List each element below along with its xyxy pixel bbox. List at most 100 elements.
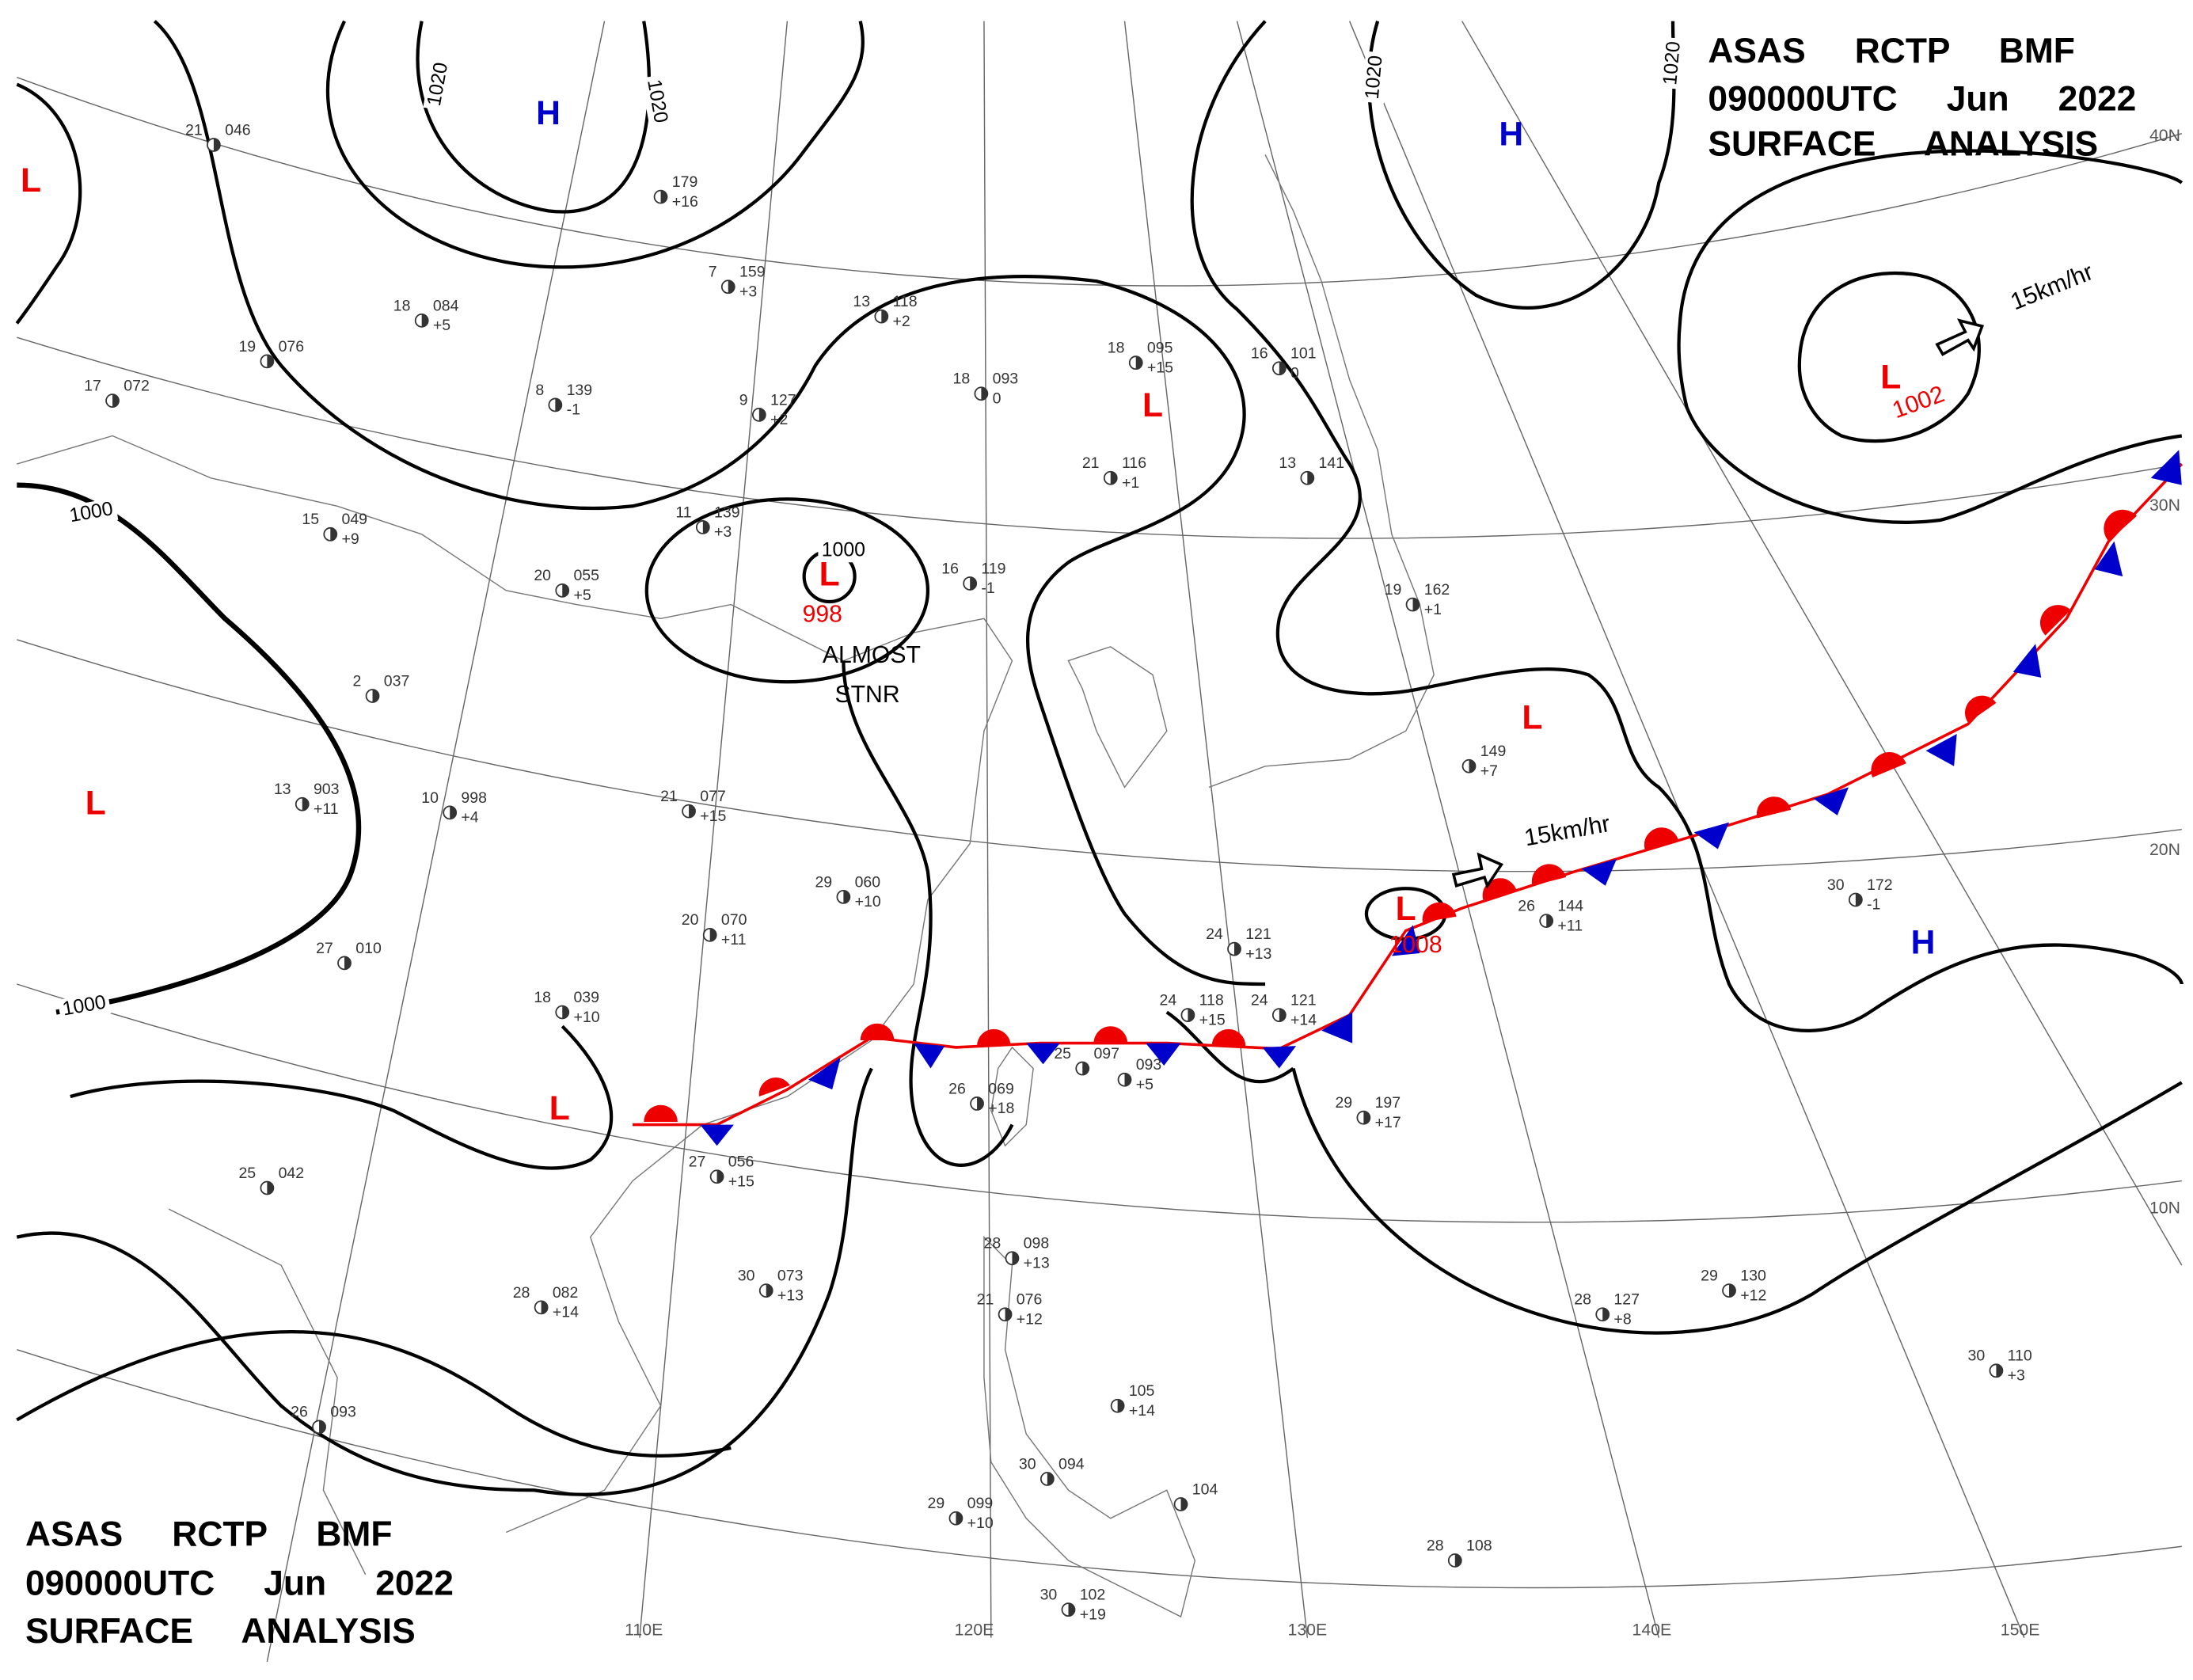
station-tendency: +4: [461, 809, 478, 827]
station-cover: [319, 1420, 326, 1434]
footer-line: SURFACE ANALYSIS: [25, 1612, 416, 1651]
station-cover: [843, 890, 850, 903]
station-cover: [112, 394, 120, 408]
station-tendency: +18: [988, 1100, 1014, 1117]
station-tendency: +9: [341, 530, 359, 548]
station-temp: 24: [1251, 991, 1268, 1009]
station-tendency: +5: [433, 317, 450, 334]
station-temp: 29: [1701, 1267, 1718, 1284]
station-temp: 21: [660, 788, 678, 805]
station-tendency: +13: [1245, 945, 1271, 963]
station-tendency: +12: [1740, 1287, 1766, 1304]
station-temp: 28: [1574, 1291, 1591, 1309]
station-cover: [1279, 362, 1286, 375]
station: 13 118 +2: [853, 293, 917, 330]
station: 30 102 +19: [1040, 1587, 1106, 1624]
station-pressure: 110: [2008, 1347, 2032, 1365]
station-temp: 27: [689, 1154, 706, 1171]
central-pressure: 998: [803, 602, 842, 628]
station: 093+5: [1117, 1056, 1161, 1093]
header-line: ASAS RCTP BMF: [1708, 32, 2075, 70]
station: 18 095 +15: [1108, 340, 1173, 377]
station-tendency: +1: [1424, 601, 1442, 618]
station-tendency: +11: [314, 800, 339, 818]
station-cover: [1047, 1473, 1054, 1486]
station-pressure: 127: [1613, 1291, 1640, 1309]
station-cover: [1996, 1364, 2003, 1378]
station-temp: 13: [853, 293, 870, 310]
station-temp: 18: [1108, 340, 1125, 357]
station: 24 118 +15: [1159, 991, 1225, 1028]
station: 30 073 +13: [738, 1267, 804, 1304]
station-cover: [1012, 1252, 1019, 1265]
low-center: L: [1142, 386, 1163, 424]
isobar-label-bg: [57, 990, 112, 1022]
station-temp: 27: [316, 940, 333, 957]
footer-line: ASAS RCTP BMF: [25, 1515, 392, 1554]
station-pressure: 076: [279, 338, 305, 355]
station-tendency: +3: [2008, 1367, 2025, 1385]
station-pressure: 094: [1058, 1455, 1085, 1473]
low-center: L: [21, 162, 41, 200]
station-temp: 29: [1335, 1094, 1352, 1112]
station-pressure: 139: [567, 382, 593, 399]
station-pressure: 069: [988, 1080, 1014, 1097]
station-pressure: 042: [279, 1165, 305, 1182]
station-pressure: 144: [1557, 897, 1583, 914]
station: 11 139 +3: [675, 504, 739, 541]
station-temp: 25: [238, 1165, 256, 1182]
station-pressure: 130: [1740, 1267, 1766, 1284]
station-temp: 24: [1206, 926, 1223, 943]
station-temp: 20: [534, 567, 551, 584]
station-cover: [1180, 1498, 1188, 1511]
station-temp: 29: [815, 873, 832, 891]
isobar-label: 1020: [1659, 40, 1685, 86]
station-pressure: 046: [225, 121, 251, 139]
station: 27 056 +15: [689, 1154, 754, 1191]
station-temp: 9: [739, 391, 748, 409]
station: 26 144 +11: [1518, 897, 1583, 934]
station: 104: [1173, 1480, 1218, 1511]
station-temp: 26: [1518, 897, 1535, 914]
station: 30 172 -1: [1827, 876, 1893, 914]
low-center: L: [1522, 698, 1542, 736]
station-cover: [1855, 893, 1862, 907]
station-cover: [302, 797, 309, 811]
station-tendency: +10: [967, 1515, 994, 1532]
station-temp: 19: [238, 338, 256, 355]
station: 7 159 +3: [709, 264, 766, 301]
station-cover: [555, 398, 562, 412]
central-pressure: 1008: [1389, 932, 1442, 958]
station-temp: 21: [185, 121, 203, 139]
station-pressure: 159: [739, 264, 766, 281]
header-line: 090000UTC Jun 2022: [1708, 80, 2136, 119]
station-pressure: 101: [1290, 345, 1317, 363]
station-temp: 18: [534, 989, 551, 1006]
station: 18 039 +10: [534, 989, 599, 1026]
station: 30 110 +3: [1967, 1347, 2031, 1385]
station: 105+14: [1110, 1382, 1155, 1420]
station-temp: 15: [302, 511, 319, 528]
station-temp: 30: [1827, 876, 1845, 894]
station-pressure: 118: [893, 293, 918, 310]
station-temp: 29: [928, 1495, 945, 1512]
station-cover: [1454, 1554, 1461, 1568]
station-temp: 10: [421, 789, 439, 807]
station-cover: [689, 804, 696, 818]
station-temp: 26: [291, 1404, 308, 1421]
station-pressure: 073: [777, 1267, 804, 1284]
isobars: [15, 20, 2183, 1496]
station: 149+7: [1461, 743, 1506, 780]
station-cover: [330, 527, 337, 541]
station: 13 903 +11: [274, 781, 340, 818]
station-temp: 28: [513, 1284, 530, 1302]
station: 26 069 +18: [948, 1080, 1014, 1117]
station-pressure: 998: [461, 789, 487, 807]
station-pressure: 104: [1192, 1480, 1218, 1498]
station-cover: [977, 1097, 984, 1110]
station-pressure: 105: [1129, 1382, 1155, 1400]
station: 30 094: [1019, 1455, 1085, 1486]
station-cover: [1188, 1009, 1195, 1022]
station-pressure: 077: [700, 788, 726, 805]
station-pressure: 056: [728, 1154, 754, 1171]
